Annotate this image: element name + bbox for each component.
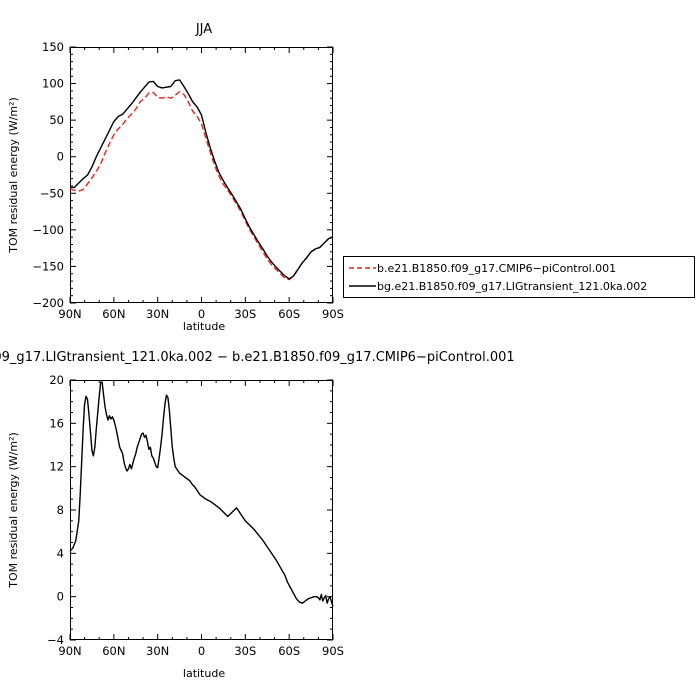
x-tick-label: 90N [58,644,81,658]
y-tick-label: −200 [32,296,64,310]
top-series-group [69,79,334,281]
top-y-axis-label: TOM residual energy (W/m²) [7,97,20,254]
y-tick-label: 4 [57,546,64,560]
bottom-axis-ticks: 90N 60N 30N 0 30S 60S 90S −4 0 4 8 12 16 20 [47,373,344,658]
top-panel: JJA 90N 60N 30N 0 30S 60S 90S −200 −150 −100 −50 0 5… [7,22,695,333]
series-line-LIGtransient [70,79,334,280]
legend-entry-LIGtransient: bg.e21.B1850.f09_g17.LIGtransient_121.0k… [377,280,647,293]
bottom-plot-frame [70,380,333,640]
x-tick-label: 30S [234,307,256,321]
y-tick-label: −100 [32,223,64,237]
series-line-piControl [69,90,334,281]
top-plot-frame [70,47,333,303]
x-tick-label: 90S [322,307,344,321]
top-x-axis-label: latitude [183,320,225,333]
x-tick-label: 0 [198,307,205,321]
x-tick-label: 90N [58,307,81,321]
y-tick-label: −4 [47,633,64,647]
y-tick-label: 0 [57,590,64,604]
top-panel-title: JJA [195,22,212,37]
y-tick-label: −50 [40,186,64,200]
x-tick-label: 0 [198,644,205,658]
bottom-panel-title: bg.e21.B1850.f09_g17.LIGtransient_121.0k… [0,350,515,365]
legend: b.e21.B1850.f09_g17.CMIP6−piControl.001 … [343,256,695,298]
y-tick-label: 16 [49,416,64,430]
y-tick-label: 100 [42,77,64,91]
x-tick-label: 30N [146,307,169,321]
series-line-difference [69,381,334,607]
y-tick-label: −150 [32,259,64,273]
y-tick-label: 150 [42,40,64,54]
y-tick-label: 12 [49,460,64,474]
y-tick-label: 0 [57,150,64,164]
x-tick-label: 60S [278,644,300,658]
top-axis-ticks: 90N 60N 30N 0 30S 60S 90S −200 −150 −100 −50 0 50 100… [32,40,344,321]
legend-entry-piControl: b.e21.B1850.f09_g17.CMIP6−piControl.001 [377,262,616,275]
x-tick-label: 60S [278,307,300,321]
bottom-panel: bg.e21.B1850.f09_g17.LIGtransient_121.0k… [0,350,515,680]
x-tick-label: 30N [146,644,169,658]
x-tick-label: 60N [102,644,125,658]
y-tick-label: 50 [49,113,64,127]
bottom-series-group [69,381,334,607]
x-tick-label: 60N [102,307,125,321]
x-tick-label: 30S [234,644,256,658]
x-tick-label: 90S [322,644,344,658]
bottom-y-axis-label: TOM residual energy (W/m²) [7,432,20,589]
bottom-x-axis-label: latitude [183,667,225,680]
y-tick-label: 8 [57,503,64,517]
y-tick-label: 20 [49,373,64,387]
legend-box [343,256,695,298]
